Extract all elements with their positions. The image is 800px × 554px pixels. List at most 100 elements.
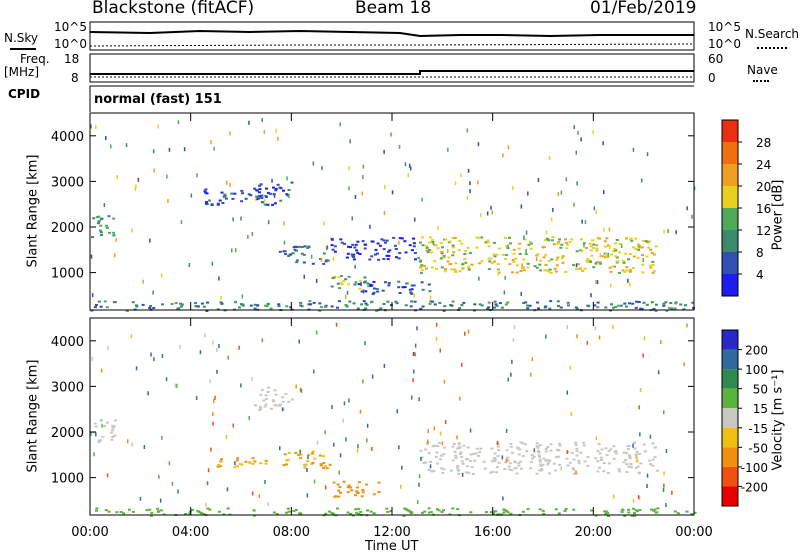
noise-speck — [366, 423, 369, 428]
noise-speck — [165, 377, 168, 382]
noise-speck — [686, 206, 688, 211]
data-cell — [558, 444, 562, 447]
data-cell — [363, 276, 367, 279]
noise-speck — [218, 276, 220, 281]
data-cell — [615, 261, 619, 264]
power-ylabel: Slant Range [km] — [25, 154, 41, 268]
noise-speck — [646, 484, 648, 488]
noise-speck — [115, 237, 117, 242]
data-cell — [652, 308, 656, 311]
data-cell — [611, 265, 615, 268]
data-cell — [382, 248, 386, 251]
cpid-value: normal (fast) 151 — [94, 92, 222, 107]
data-cell — [302, 253, 306, 256]
noise-speck — [135, 184, 137, 189]
data-cell — [489, 511, 493, 514]
data-cell — [385, 507, 389, 510]
data-cell — [557, 512, 561, 515]
data-cell — [504, 303, 508, 306]
data-cell — [524, 301, 528, 304]
data-cell — [324, 304, 328, 307]
data-cell — [398, 292, 402, 294]
noise-speck — [348, 166, 350, 171]
data-cell — [605, 454, 609, 457]
noise-speck — [212, 340, 214, 345]
noise-speck — [315, 330, 318, 335]
data-cell — [328, 510, 331, 513]
data-cell — [489, 471, 493, 474]
data-cell — [299, 453, 303, 456]
data-cell — [462, 301, 466, 304]
noise-speck — [461, 472, 464, 477]
noise-speck — [414, 352, 416, 357]
data-cell — [99, 234, 103, 236]
data-cell — [141, 303, 145, 306]
data-cell — [405, 282, 409, 285]
data-cell — [219, 458, 223, 461]
noise-speck — [525, 230, 528, 235]
data-cell — [125, 309, 129, 312]
data-cell — [564, 507, 568, 510]
noise-speck — [267, 502, 269, 507]
freq-trace — [90, 70, 694, 75]
noise-speck — [469, 189, 471, 194]
data-cell — [330, 244, 334, 247]
data-cell — [358, 287, 362, 290]
data-cell — [91, 236, 94, 239]
noise-speck — [439, 431, 442, 436]
data-cell — [493, 300, 497, 303]
data-cell — [497, 449, 501, 452]
data-cell — [442, 453, 446, 456]
data-cell — [557, 241, 561, 244]
data-cell — [318, 454, 322, 457]
data-cell — [594, 262, 598, 265]
data-cell — [111, 426, 115, 429]
data-cell — [496, 263, 500, 265]
data-cell — [394, 248, 398, 250]
data-cell — [577, 462, 581, 465]
data-cell — [103, 300, 107, 303]
data-cell — [251, 457, 255, 460]
data-cell — [440, 252, 444, 255]
data-cell — [495, 471, 498, 474]
data-cell — [487, 306, 491, 309]
data-cell — [373, 253, 377, 256]
data-cell — [244, 460, 248, 463]
data-cell — [253, 303, 257, 306]
data-cell — [231, 197, 235, 200]
data-cell — [650, 251, 654, 254]
noise-speck — [177, 489, 179, 494]
data-cell — [413, 252, 417, 254]
noise-speck — [131, 228, 133, 233]
data-cell — [636, 243, 640, 246]
data-cell — [264, 403, 268, 406]
noise-speck — [439, 348, 441, 353]
noise-speck — [467, 168, 470, 173]
data-cell — [420, 264, 424, 267]
data-cell — [523, 238, 527, 241]
data-cell — [539, 463, 543, 466]
data-cell — [358, 253, 362, 255]
data-cell — [586, 456, 590, 458]
data-cell — [218, 199, 222, 202]
data-cell — [285, 193, 289, 196]
data-cell — [369, 510, 373, 513]
data-cell — [98, 229, 102, 232]
noise-speck — [496, 440, 499, 445]
data-cell — [515, 472, 519, 475]
data-cell — [386, 510, 390, 513]
data-cell — [421, 288, 425, 291]
colorbar-tick-label: 12 — [756, 224, 771, 238]
noise-speck — [639, 388, 642, 392]
noise-speck — [404, 162, 407, 167]
data-cell — [625, 463, 629, 466]
data-cell — [451, 254, 455, 257]
noise-speck — [593, 206, 596, 211]
data-cell — [453, 268, 457, 271]
data-cell — [265, 187, 268, 190]
data-cell — [617, 468, 621, 471]
noise-speck — [306, 493, 309, 498]
data-cell — [156, 507, 160, 510]
data-cell — [299, 457, 303, 460]
